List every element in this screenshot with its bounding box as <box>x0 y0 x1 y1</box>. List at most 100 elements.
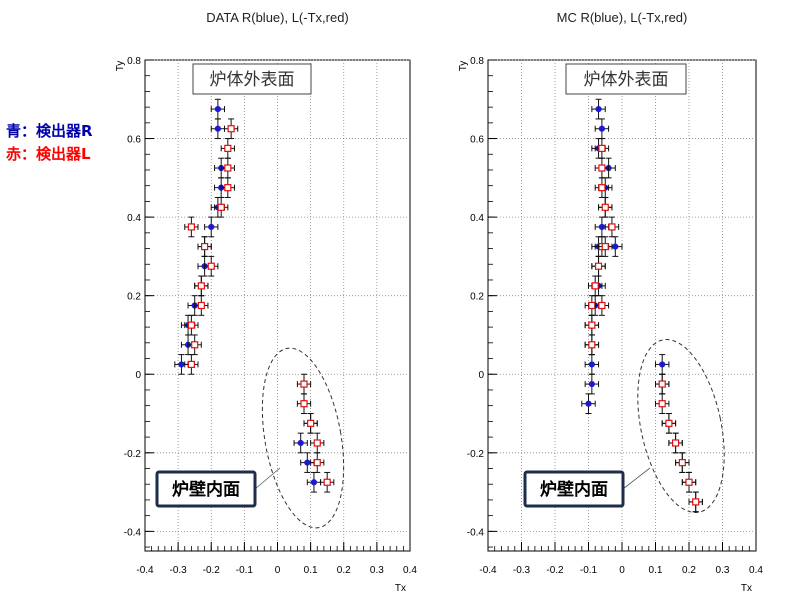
marker-circle-blue <box>598 125 606 132</box>
annotation-inner-label: 炉壁内面 <box>540 479 608 500</box>
inner-wall-ellipse <box>261 347 345 529</box>
y-tick-label: 0 <box>135 370 141 381</box>
marker-square-red <box>601 203 609 211</box>
y-tick-label: -0.2 <box>467 449 485 460</box>
x-tick-label: -0.4 <box>479 565 497 576</box>
marker-square-red <box>187 321 195 329</box>
data-point-r <box>210 98 225 120</box>
y-axis-label: Ty <box>458 61 469 72</box>
x-tick-label: 0.4 <box>749 565 763 576</box>
marker-square-red <box>313 439 321 447</box>
data-point-l <box>194 295 209 316</box>
data-point-l <box>688 491 703 513</box>
marker-square-red <box>224 144 232 152</box>
marker-square-red <box>685 478 693 486</box>
marker-square-red <box>207 262 215 270</box>
data-point-l <box>184 354 199 375</box>
marker-square-red <box>692 498 700 506</box>
data-point-l <box>594 177 610 198</box>
chart-panel-2: MC R(blue), L(-Tx,red) -0.4 -0.3 -0.2 -0.1 0 0… <box>458 10 763 594</box>
marker-square-red <box>658 400 666 408</box>
marker-circle-blue <box>310 479 318 486</box>
x-tick-label: 0.1 <box>304 565 318 576</box>
marker-circle-blue <box>595 106 602 113</box>
y-tick-label: 0 <box>478 370 484 381</box>
marker-square-red <box>197 301 205 310</box>
marker-square-red <box>658 380 666 388</box>
x-tick-label: 0.2 <box>337 565 351 576</box>
marker-square-red <box>191 341 199 349</box>
data-point-l <box>310 432 325 454</box>
chart-panel-1: DATA R(blue), L(-Tx,red) -0.4 -0.3 -0.2 -0.1… <box>115 10 417 594</box>
marker-square-red <box>224 164 232 172</box>
data-point-r <box>584 354 600 375</box>
marker-square-red <box>201 242 209 251</box>
data-point-l <box>594 157 610 179</box>
data-point-l <box>220 177 235 198</box>
marker-square-red <box>227 125 235 133</box>
marker-circle-blue <box>208 223 215 231</box>
data-point-r <box>204 216 219 238</box>
data-point-r <box>210 118 225 140</box>
marker-square-red <box>598 301 606 310</box>
y-tick-label: 0.6 <box>127 135 141 146</box>
marker-square-red <box>197 282 205 290</box>
chart-title: DATA R(blue), L(-Tx,red) <box>206 10 349 25</box>
data-point-r <box>655 354 670 375</box>
y-tick-label: 0.6 <box>470 135 484 146</box>
marker-circle-blue <box>304 459 311 466</box>
x-tick-label: 0 <box>619 565 625 576</box>
marker-square-red <box>300 380 308 388</box>
marker-circle-blue <box>612 243 619 250</box>
y-tick-label: 0.4 <box>470 213 484 224</box>
x-tick-label: -0.3 <box>513 565 531 576</box>
y-tick-label: 0.8 <box>470 56 484 67</box>
data-point-l <box>598 236 613 257</box>
x-tick-label: 0.1 <box>649 565 663 576</box>
x-tick-label: 0.3 <box>370 565 384 576</box>
data-point-r <box>581 393 596 415</box>
marker-square-red <box>323 478 331 486</box>
x-axis-label: Tx <box>395 583 406 594</box>
data-point-l <box>303 413 318 434</box>
data-point-l <box>655 393 670 415</box>
marker-square-red <box>187 360 195 369</box>
data-point-l <box>594 295 610 316</box>
marker-circle-blue <box>588 361 595 368</box>
marker-square-red <box>588 321 596 329</box>
x-tick-label: -0.2 <box>546 565 564 576</box>
x-tick-label: 0.3 <box>716 565 730 576</box>
annotation-outer-label: 炉体外表面 <box>584 70 669 90</box>
annotation-outer-box <box>565 63 687 95</box>
data-point-l <box>594 138 610 159</box>
y-tick-label: -0.4 <box>467 527 485 538</box>
marker-square-red <box>300 400 308 408</box>
x-axis-label: Tx <box>741 583 752 594</box>
x-tick-label: -0.4 <box>136 565 154 576</box>
y-tick-label: -0.2 <box>124 449 142 460</box>
x-tick-label: 0.2 <box>682 565 696 576</box>
marker-square-red <box>313 459 321 467</box>
data-point-l <box>655 373 670 395</box>
data-point-r <box>594 118 610 140</box>
x-tick-label: -0.1 <box>580 565 598 576</box>
x-tick-label: -0.3 <box>170 565 188 576</box>
marker-circle-blue <box>178 361 185 368</box>
data-point-l <box>584 314 600 336</box>
data-point-l <box>224 118 239 140</box>
marker-square-red <box>591 282 599 290</box>
legend-detector-r: 青：検出器R <box>6 122 93 140</box>
marker-circle-blue <box>214 125 221 132</box>
marker-square-red <box>608 223 616 231</box>
data-point-l <box>184 216 199 238</box>
marker-square-red <box>598 164 606 172</box>
marker-square-red <box>307 419 315 427</box>
data-point-l <box>320 471 335 493</box>
marker-circle-blue <box>585 400 592 407</box>
data-point-l <box>220 138 235 159</box>
data-point-l <box>604 216 620 238</box>
data-point-l <box>184 314 199 336</box>
annotation-inner-label: 炉壁内面 <box>172 479 240 500</box>
y-tick-label: 0.8 <box>127 56 141 67</box>
inner-wall-ellipse <box>637 339 725 513</box>
